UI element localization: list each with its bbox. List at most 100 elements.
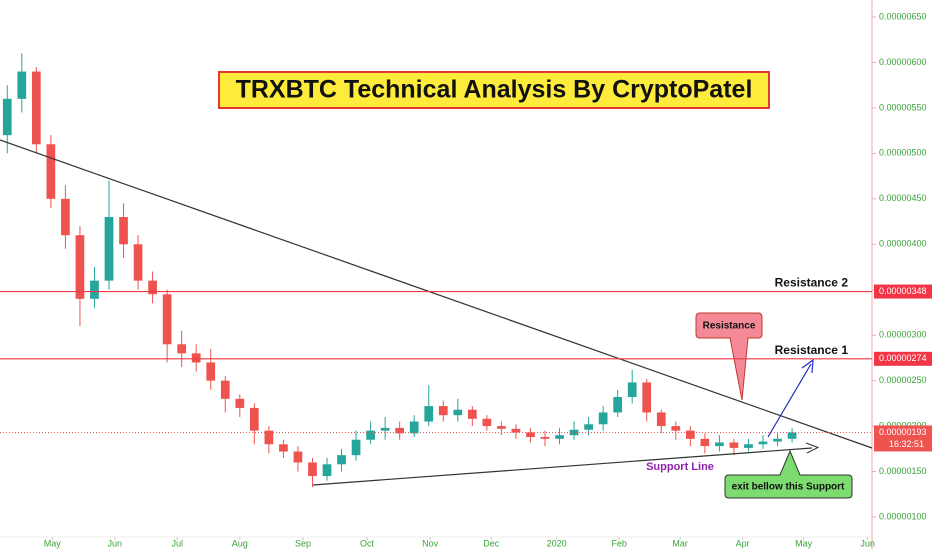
candle-body bbox=[162, 294, 172, 345]
price-label: 0.00000193 bbox=[879, 427, 927, 437]
candle-body bbox=[598, 412, 608, 425]
candle-body bbox=[279, 444, 288, 452]
callout bbox=[695, 312, 763, 401]
price-label-box bbox=[874, 425, 932, 452]
candle-body bbox=[148, 280, 157, 295]
arrow-head bbox=[805, 442, 820, 454]
candle-body bbox=[133, 244, 143, 281]
x-tick-label: Apr bbox=[736, 538, 750, 548]
candle-body bbox=[322, 464, 332, 477]
x-tick-label: Mar bbox=[672, 538, 688, 548]
candle-body bbox=[685, 430, 695, 439]
candle-body bbox=[715, 442, 724, 447]
candle-body bbox=[467, 409, 477, 419]
candle-body bbox=[308, 462, 317, 477]
x-tick-label: Oct bbox=[360, 538, 375, 548]
candle-body bbox=[773, 438, 782, 442]
candle-body bbox=[555, 435, 564, 439]
candle-body bbox=[235, 398, 245, 408]
candle-body bbox=[46, 144, 56, 199]
candle-body bbox=[627, 382, 637, 397]
candle-body bbox=[206, 362, 216, 381]
x-tick-label: Dec bbox=[483, 538, 500, 548]
y-tick-label: 0.00000300 bbox=[879, 330, 927, 340]
arrow-head bbox=[801, 358, 814, 374]
candle-body bbox=[380, 427, 390, 431]
candle-body bbox=[438, 406, 448, 416]
candle-body bbox=[497, 426, 506, 429]
candle-body bbox=[613, 397, 623, 413]
candle-body bbox=[351, 439, 361, 456]
candle-body bbox=[787, 432, 797, 439]
candle-body bbox=[540, 437, 550, 439]
candle-body bbox=[249, 407, 259, 431]
candle-body bbox=[453, 409, 463, 416]
candle-body bbox=[758, 441, 768, 445]
candle-body bbox=[584, 424, 593, 430]
candle-body bbox=[293, 451, 303, 463]
candle-body bbox=[61, 198, 70, 236]
candle-body bbox=[526, 432, 535, 437]
candle-body bbox=[511, 428, 521, 433]
candle-body bbox=[700, 438, 710, 447]
x-tick-label: Nov bbox=[422, 538, 439, 548]
price-label: 0.00000274 bbox=[879, 353, 927, 363]
candle-body bbox=[424, 406, 434, 422]
candle-body bbox=[395, 427, 405, 434]
callout bbox=[724, 449, 853, 499]
countdown: 16:32:51 bbox=[889, 439, 924, 449]
candle-body bbox=[729, 442, 739, 448]
candle-body bbox=[366, 430, 375, 440]
x-tick-label: Sep bbox=[295, 538, 311, 548]
candle-body bbox=[744, 444, 753, 448]
y-tick-label: 0.00000500 bbox=[879, 148, 927, 158]
candle-body bbox=[220, 380, 230, 399]
x-tick-label: Jun bbox=[108, 538, 123, 548]
price-label: 0.00000348 bbox=[879, 286, 927, 296]
level-name: Resistance 1 bbox=[775, 343, 849, 357]
y-tick-label: 0.00000100 bbox=[879, 511, 927, 521]
target-arrow bbox=[767, 363, 812, 438]
y-tick-label: 0.00000400 bbox=[879, 239, 927, 249]
candle-body bbox=[31, 71, 41, 145]
x-tick-label: 2020 bbox=[547, 538, 567, 548]
candle-body bbox=[337, 455, 346, 465]
price-label-box bbox=[874, 351, 932, 366]
y-tick-label: 0.00000250 bbox=[879, 375, 927, 385]
y-tick-label: 0.00000600 bbox=[879, 57, 927, 67]
title-box bbox=[218, 71, 770, 109]
level-name: Resistance 2 bbox=[775, 276, 849, 290]
x-tick-label: Aug bbox=[232, 538, 248, 548]
candle-body bbox=[177, 344, 187, 354]
price-label-box bbox=[874, 284, 932, 299]
candle-body bbox=[191, 353, 201, 363]
x-tick-label: May bbox=[44, 538, 62, 548]
trend-line bbox=[0, 139, 873, 449]
callout-text: exit bellow this Support bbox=[732, 482, 845, 493]
candle-body bbox=[119, 217, 128, 245]
candle-body bbox=[569, 429, 579, 436]
y-tick-label: 0.00000450 bbox=[879, 193, 927, 203]
chart-title: TRXBTC Technical Analysis By CryptoPatel bbox=[236, 76, 753, 104]
candle-body bbox=[671, 426, 681, 431]
candles bbox=[2, 53, 797, 487]
candle-body bbox=[17, 71, 27, 99]
candle-body bbox=[656, 412, 666, 427]
support-label: Support Line bbox=[646, 461, 714, 473]
y-tick-label: 0.00000150 bbox=[879, 466, 927, 476]
support-line bbox=[312, 447, 813, 486]
candle-body bbox=[642, 382, 652, 413]
candle-body bbox=[482, 418, 492, 427]
candle-body bbox=[2, 98, 12, 136]
x-tick-label: Jul bbox=[172, 538, 184, 548]
x-tick-label: Jun bbox=[860, 538, 875, 548]
x-tick-label: Feb bbox=[611, 538, 627, 548]
y-tick-label: 0.00000550 bbox=[879, 102, 927, 112]
candle-body bbox=[90, 280, 99, 299]
candle-body bbox=[75, 235, 85, 299]
candle-body bbox=[409, 421, 419, 434]
callout-text: Resistance bbox=[703, 321, 756, 332]
y-tick-label: 0.00000650 bbox=[879, 11, 927, 21]
candle-body bbox=[264, 430, 274, 445]
